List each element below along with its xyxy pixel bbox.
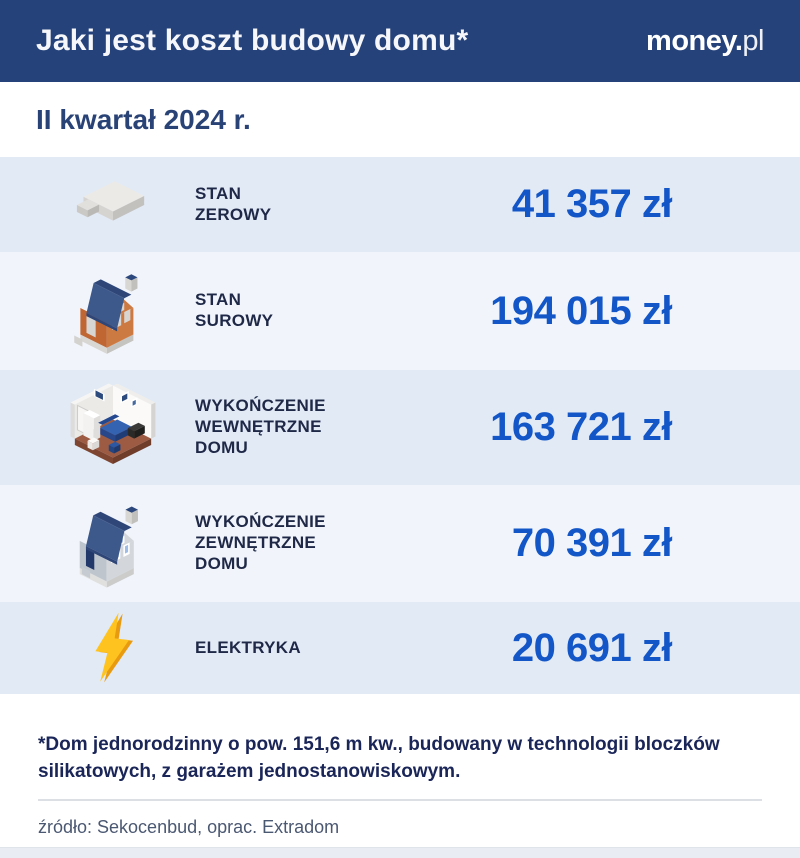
moneypl-logo: money.pl [646, 25, 764, 58]
cost-row-elektryka: ELEKTRYKA 20 691 zł [0, 602, 800, 694]
icon-cell [0, 260, 195, 362]
row-label: ELEKTRYKA [195, 637, 301, 657]
cost-row-stan-surowy: STAN SUROWY 194 015 zł [0, 252, 800, 370]
icon-cell [0, 164, 195, 246]
row-value: 163 721 zł [490, 405, 672, 449]
row-value: 20 691 zł [511, 625, 673, 670]
source-text: źródło: Sekocenbud, oprac. Extradom [38, 817, 340, 838]
icon-cell [0, 492, 195, 596]
lightning-bolt-icon [94, 612, 133, 683]
subtitle-band: II kwartał 2024 r. [0, 82, 800, 157]
bottom-edge-strip [0, 847, 800, 858]
cost-row-wykonczenie-wewnetrzne: WYKOŃCZENIE WEWNĘTRZNE DOMU 163 721 zł [0, 370, 800, 485]
cost-row-stan-zerowy: STAN ZEROWY 41 357 zł [0, 157, 800, 252]
footnote-text: *Dom jednorodzinny o pow. 151,6 m kw., b… [38, 734, 720, 782]
header-bar: Jaki jest koszt budowy domu* money.pl [0, 0, 800, 82]
row-label: STAN SUROWY [195, 290, 274, 330]
row-label: WYKOŃCZENIE WEWNĘTRZNE DOMU [195, 396, 326, 457]
foundation-icon [76, 180, 144, 221]
row-value: 70 391 zł [511, 521, 673, 565]
divider-line [38, 799, 762, 802]
icon-cell [0, 375, 195, 481]
period-subtitle: II kwartał 2024 r. [36, 103, 251, 135]
house-shell-icon [73, 274, 137, 354]
cost-row-wykonczenie-zewnetrzne: WYKOŃCZENIE ZEWNĘTRZNE DOMU 70 391 zł [0, 485, 800, 602]
icon-cell [0, 608, 195, 688]
row-label: STAN ZEROWY [195, 183, 272, 224]
row-value: 41 357 zł [511, 182, 673, 226]
finished-house-icon [79, 506, 138, 588]
home-interior-icon [70, 382, 155, 464]
logo-secondary: pl [742, 24, 764, 57]
footer: *Dom jednorodzinny o pow. 151,6 m kw., b… [0, 694, 800, 838]
row-label: WYKOŃCZENIE ZEWNĘTRZNE DOMU [195, 512, 326, 573]
row-value: 194 015 zł [490, 288, 672, 333]
page-title: Jaki jest koszt budowy domu* [36, 24, 469, 57]
logo-primary: money. [646, 24, 743, 57]
